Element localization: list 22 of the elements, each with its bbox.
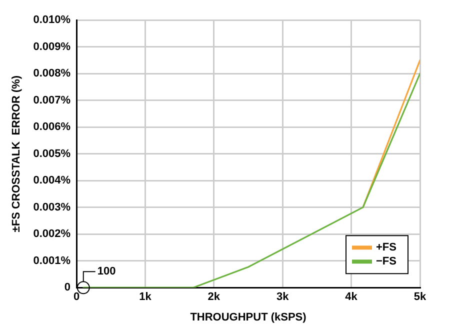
annotation: 100 [97, 266, 116, 278]
y-tick-label: 0.008% [33, 68, 71, 80]
x-tick-label: 3k [276, 291, 290, 304]
x-tick-label: 0 [73, 291, 80, 304]
y-tick-label: 0.006% [33, 121, 71, 134]
y-tick-label: 0.007% [33, 94, 71, 106]
x-tick-label: 5k [414, 291, 427, 304]
y-tick-label: 0.004% [33, 174, 71, 187]
y-tick-label: 0.005% [33, 148, 71, 160]
legend-label: −FS [376, 256, 396, 268]
legend-label: +FS [376, 242, 396, 254]
y-tick-label: 0.009% [33, 40, 71, 53]
y-tick-label: 0.001% [33, 254, 71, 267]
y-axis-title: ±FS CROSSTALK ERROR (%) [10, 75, 23, 232]
x-tick-label: 4k [345, 291, 358, 304]
y-tick-label: 0 [64, 282, 71, 294]
y-tick-label: 0.002% [33, 228, 71, 240]
y-tick-label: 0.003% [33, 201, 71, 214]
x-tick-label: 2k [208, 291, 221, 304]
x-axis-title: THROUGHPUT (kSPS) [190, 311, 307, 324]
x-tick-label: 1k [139, 291, 152, 304]
y-tick-label: 0.010% [33, 14, 71, 26]
